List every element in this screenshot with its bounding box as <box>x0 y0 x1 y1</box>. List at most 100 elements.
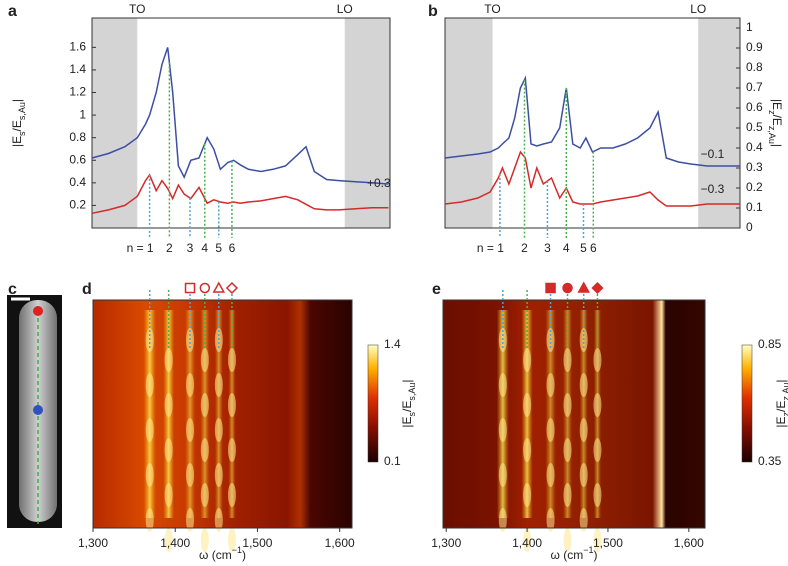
mode-marker <box>199 282 211 294</box>
hot-spot <box>563 393 572 417</box>
shaded-region <box>344 18 390 228</box>
hot-spot <box>523 483 532 507</box>
hot-spot <box>214 463 223 487</box>
mode-marker <box>184 282 196 294</box>
label-part: |E <box>770 99 784 110</box>
y-tick-label: 0 <box>746 220 753 234</box>
series-line <box>444 75 740 167</box>
y-tick-label: 1.2 <box>69 85 86 99</box>
x-tick-label: 1,500 <box>242 536 272 550</box>
red-dot <box>33 306 43 316</box>
axis-label: ω (cm−1) <box>551 545 598 562</box>
hot-spot <box>200 438 209 462</box>
hot-spot <box>164 528 173 552</box>
hot-spot <box>498 418 507 442</box>
hot-spot <box>200 483 209 507</box>
colorbar-tick-label: 1.4 <box>384 337 401 351</box>
y-tick-label: 1.6 <box>69 40 86 54</box>
y-tick-label: 0.2 <box>69 198 86 212</box>
label-script: z,Au <box>767 126 777 144</box>
label-part: /E <box>774 401 788 412</box>
panel-letter: b <box>428 3 438 20</box>
mode-label: 3 <box>544 241 551 255</box>
hot-spot <box>498 463 507 487</box>
hot-spot <box>546 373 555 397</box>
hot-spot <box>145 463 154 487</box>
label-part: /E <box>400 401 414 412</box>
hot-spot <box>523 438 532 462</box>
label-script: z,Au <box>781 383 788 401</box>
y-tick-label: 0.8 <box>69 130 86 144</box>
hot-spot <box>145 418 154 442</box>
x-tick-label: 1,600 <box>325 536 355 550</box>
x-tick-label: 1,600 <box>674 536 704 550</box>
label-script: s <box>407 411 417 416</box>
y-tick-label: 0.8 <box>746 60 763 74</box>
hot-spot <box>214 508 223 532</box>
label-script: s,Au <box>17 102 27 120</box>
blue-dot <box>33 405 43 415</box>
plot-frame <box>92 299 353 529</box>
panel-letter: c <box>8 281 17 298</box>
mode-stripe <box>185 310 196 518</box>
label-script: s <box>17 131 27 136</box>
x-tick-label: 1,500 <box>593 536 623 550</box>
label-part: /E <box>770 115 784 126</box>
y-tick-label: 0.1 <box>746 200 763 214</box>
hot-spot <box>200 348 209 372</box>
colorbar <box>367 344 379 463</box>
y-tick-label: 0.4 <box>69 175 86 189</box>
colorbar-tick-label: 0.1 <box>384 454 401 468</box>
colorbar <box>741 344 753 463</box>
mode-stripe <box>579 310 588 518</box>
region-label: TO <box>484 2 500 16</box>
mode-marker <box>591 281 604 295</box>
y-tick-label: 0.6 <box>69 152 86 166</box>
hot-spot <box>546 418 555 442</box>
shaded-region <box>698 18 740 228</box>
colorbar-tick-label: 0.35 <box>758 454 782 468</box>
mode-marker <box>577 281 590 293</box>
x-tick-label: 1,300 <box>78 536 108 550</box>
hot-spot <box>546 508 555 532</box>
x-tick-label: 1,300 <box>431 536 461 550</box>
label-part: ω (cm <box>551 548 584 562</box>
offset-label: −0.1 <box>701 147 725 161</box>
mode-label: 3 <box>187 241 194 255</box>
mode-marker <box>545 282 556 294</box>
label-part: | <box>774 379 788 382</box>
mode-marker <box>212 281 226 293</box>
hot-spot <box>227 438 236 462</box>
hot-spot <box>145 373 154 397</box>
hot-spot <box>593 348 602 372</box>
image-panel <box>7 295 62 528</box>
label-part: ) <box>242 548 246 562</box>
plot-frame <box>444 17 741 229</box>
hot-spot <box>186 508 195 532</box>
panel-letter: e <box>432 281 441 298</box>
region-label: TO <box>129 2 145 16</box>
region-label: LO <box>337 2 353 16</box>
hot-spot <box>214 418 223 442</box>
label-part: |E <box>10 136 24 147</box>
hot-spot <box>593 483 602 507</box>
axis-label: |Es/Es,Au| <box>400 379 417 427</box>
hot-spot <box>579 508 588 532</box>
hot-spot <box>164 393 173 417</box>
mode-stripe <box>496 310 509 518</box>
hot-spot <box>593 393 602 417</box>
y-tick-label: 0.9 <box>746 40 763 54</box>
y-tick-label: 0.4 <box>746 140 763 154</box>
y-tick-label: 1 <box>79 107 86 121</box>
mode-label: 4 <box>201 241 208 255</box>
label-part: |E <box>774 416 788 427</box>
label-part: ω (cm <box>199 548 232 562</box>
hot-spot <box>200 393 209 417</box>
shaded-region <box>445 18 493 228</box>
mode-label: 5 <box>215 241 222 255</box>
shaded-region <box>92 18 138 228</box>
series-line <box>444 150 740 207</box>
mode-label: n = 1 <box>127 241 154 255</box>
hot-spot <box>164 483 173 507</box>
hot-spot <box>523 528 532 552</box>
